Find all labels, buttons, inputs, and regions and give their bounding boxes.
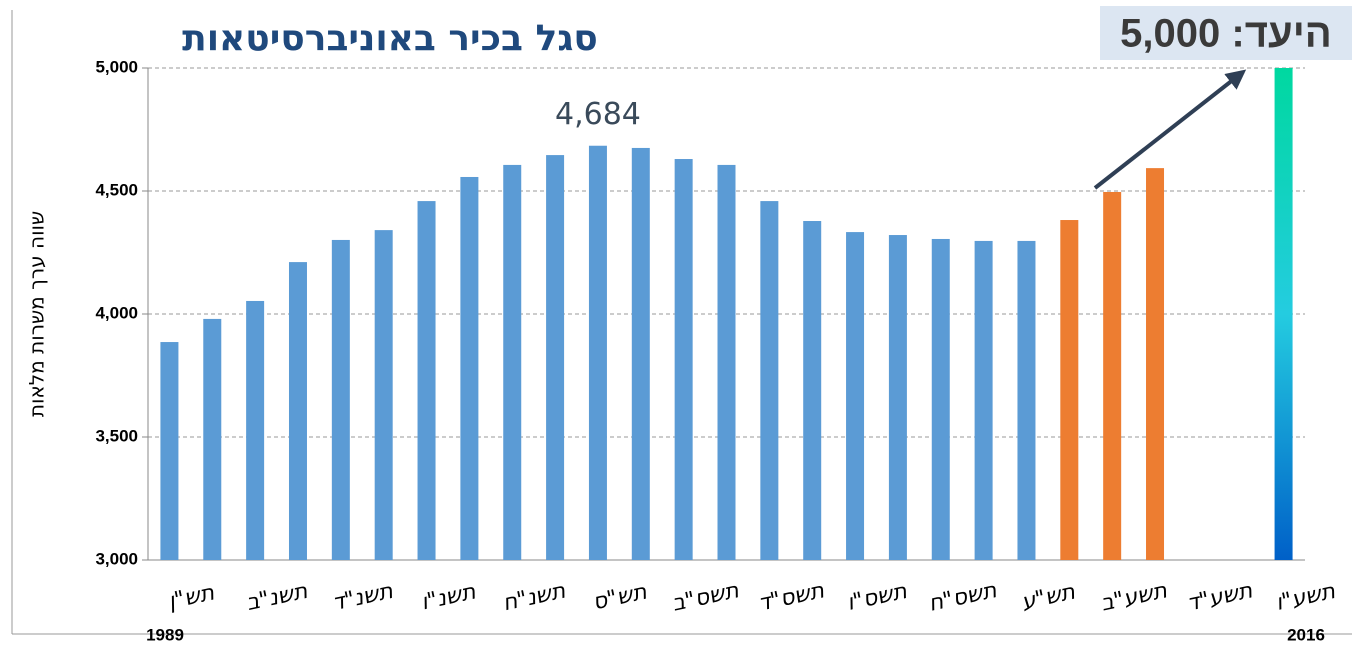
bar bbox=[803, 221, 822, 560]
chart-title: סגל בכיר באוניברסיטאות bbox=[182, 18, 598, 59]
bar bbox=[1146, 168, 1165, 560]
bar bbox=[1103, 191, 1122, 560]
y-axis-label: שווה ערך משרות מלאות bbox=[25, 211, 49, 417]
x-tick-label: תשס"ב bbox=[670, 578, 741, 616]
bar bbox=[846, 232, 865, 560]
y-tick-label: 4,500 bbox=[95, 180, 138, 199]
arrow bbox=[1093, 69, 1247, 190]
bar bbox=[503, 164, 522, 560]
bar bbox=[546, 155, 565, 561]
bar bbox=[1274, 68, 1293, 560]
bar bbox=[760, 201, 779, 560]
target-box bbox=[1100, 6, 1352, 60]
end-year: 2016 bbox=[1287, 625, 1325, 644]
target-label: היעד: 5,000 bbox=[1120, 12, 1332, 56]
y-tick-label: 3,000 bbox=[95, 549, 138, 568]
bar bbox=[1017, 240, 1036, 561]
bar bbox=[331, 239, 350, 561]
x-tick-label: תש"ע bbox=[1019, 580, 1077, 616]
bar bbox=[288, 262, 307, 560]
x-tick-label: תשנ"ח bbox=[501, 579, 568, 617]
value-label: 4,684 bbox=[555, 97, 641, 132]
bar bbox=[931, 238, 950, 560]
x-tick-label: תשס"ו bbox=[845, 579, 909, 616]
x-tick-label: תש"ס bbox=[591, 580, 649, 616]
x-tick-label: תשנ"ו bbox=[419, 580, 478, 616]
bar bbox=[974, 240, 993, 561]
bar bbox=[246, 300, 265, 560]
bar bbox=[674, 159, 693, 560]
x-tick-label: תש"ן bbox=[166, 580, 216, 614]
x-tick-label: תשנ"ב bbox=[244, 579, 310, 616]
bar bbox=[460, 176, 479, 560]
x-tick-label: תשנ"ד bbox=[330, 579, 395, 616]
x-tick-label: תשע"ד bbox=[1185, 578, 1255, 616]
x-tick-label: תשע"ו bbox=[1274, 579, 1338, 616]
x-tick-label: תשס"ד bbox=[756, 578, 826, 616]
x-tick-label: תשס"ח bbox=[926, 578, 999, 617]
y-tick-label: 4,000 bbox=[95, 303, 138, 322]
y-tick-label: 5,000 bbox=[95, 57, 138, 76]
bar bbox=[1060, 220, 1079, 560]
y-tick-label: 3,500 bbox=[95, 426, 138, 445]
bar bbox=[374, 230, 393, 560]
x-tick-label: תשע"ב bbox=[1099, 578, 1169, 616]
start-year: 1989 bbox=[146, 625, 184, 644]
bar bbox=[717, 164, 736, 560]
bar bbox=[203, 318, 222, 560]
bar bbox=[888, 235, 907, 560]
bar bbox=[631, 147, 650, 560]
bar bbox=[160, 342, 179, 560]
bar bbox=[588, 145, 607, 560]
bar bbox=[417, 201, 436, 560]
